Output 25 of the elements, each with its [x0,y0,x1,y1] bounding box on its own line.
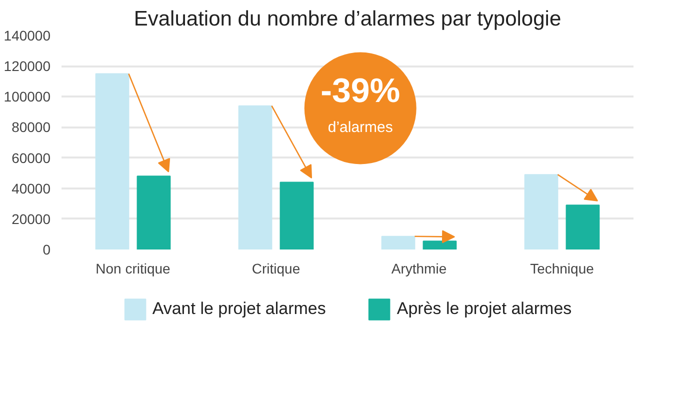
y-tick-label: 0 [42,242,51,258]
bar [95,73,130,250]
bar [280,182,314,250]
bar [381,236,416,250]
y-tick-label: 100000 [4,88,51,105]
bar [136,176,171,250]
legend-label: Après le projet alarmes [396,299,572,319]
chart-title: Evaluation du nombre d’alarmes par typologie [134,8,562,30]
x-tick-label: Non critique [96,260,171,276]
x-tick-label: Arythmie [391,260,447,276]
y-tick-label: 140000 [4,28,51,44]
x-tick-label: Technique [530,260,594,276]
legend-label: Avant le projet alarmes [152,299,326,319]
bar [422,240,457,250]
y-tick-label: 60000 [12,150,51,166]
y-tick-label: 120000 [4,58,51,74]
bar [524,174,558,250]
annotation: -39% [320,72,400,110]
x-tick-label: Critique [252,260,300,276]
y-tick-label: 40000 [12,180,51,196]
y-tick-label: 20000 [12,210,51,227]
y-tick-label: 80000 [12,119,51,136]
annotation: d’alarmes [328,119,393,136]
bar [566,204,600,250]
bar [238,105,272,250]
